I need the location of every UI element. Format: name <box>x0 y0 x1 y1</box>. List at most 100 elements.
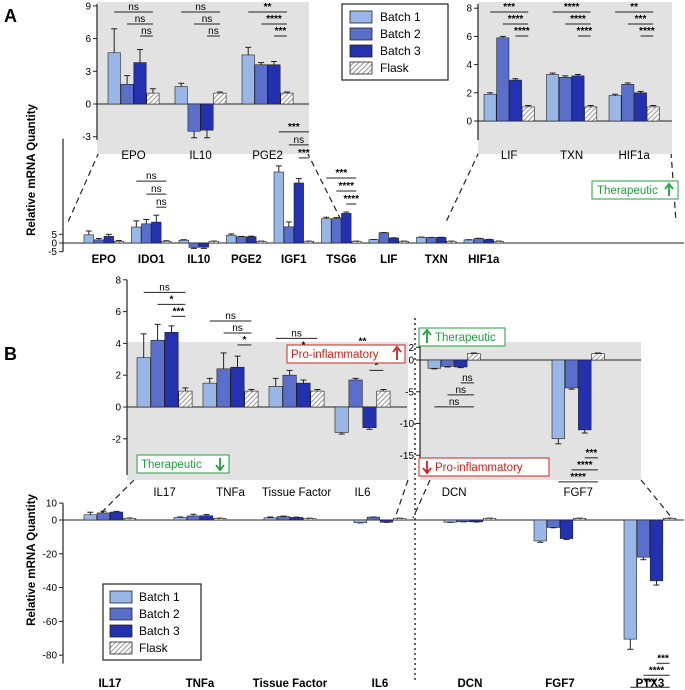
b-inset-right-sig-label-fgf7: *** <box>586 448 598 459</box>
a-inset-right-bar-lif-batch2 <box>496 37 510 122</box>
a-main-sig-label-tsg6: *** <box>335 168 347 179</box>
b-inset-left-bar-tnfa-flask <box>244 390 259 408</box>
b-inset-left-y-tick-label: 8 <box>115 275 121 286</box>
b-inset-right-sig-label-dcn: ns <box>455 385 466 396</box>
b-inset-left-bar-tissue-factor-batch1 <box>268 386 283 408</box>
a-inset-left-bar-epo-flask <box>146 92 160 105</box>
a-main-bar-epo-batch2 <box>93 239 104 244</box>
a-inset-left-bar-epo-batch3 <box>133 62 147 105</box>
a-main-bar-lif-batch3 <box>388 237 399 244</box>
legend-a-label-batch3: Batch 3 <box>380 44 421 58</box>
b-main-category-label-fgf7: FGF7 <box>545 678 574 690</box>
b-inset-left-y-tick-label: -2 <box>112 434 121 445</box>
b-inset-left-bar-il6-batch1 <box>334 406 349 433</box>
a-inset-left-bar-epo-batch1 <box>107 52 121 105</box>
legend-a-swatch-batch3 <box>349 44 373 58</box>
annotation-proinflammatory-b-down: Pro-inflammatory <box>418 457 550 477</box>
legend-b-label-batch2: Batch 2 <box>139 607 180 621</box>
legend-b-swatch-batch3 <box>109 624 133 638</box>
b-inset-left-bar-il6-flask <box>376 390 391 408</box>
legend-a-swatch-flask <box>349 61 373 75</box>
a-inset-left-sig-label-epo: ns <box>128 2 139 13</box>
a-main-category-label-pge2: PGE2 <box>231 254 262 266</box>
a-main-bar-txn-batch1 <box>416 236 427 244</box>
a-inset-right-bar-lif-flask <box>521 106 535 122</box>
b-inset-left-y-tick-label: 0 <box>115 403 121 414</box>
b-main-y-tick-label: 0 <box>51 516 57 527</box>
a-main-bar-pge2-batch3 <box>246 236 257 244</box>
b-inset-left-sig-label-tnfa: ns <box>232 323 243 334</box>
b-inset-right-category-label-fgf7: FGF7 <box>563 487 592 499</box>
annotation-proinflammatory-b-up-text: Pro-inflammatory <box>291 349 379 361</box>
a-inset-left-bar-pge2-batch1 <box>241 54 255 105</box>
arrow-up-icon <box>392 345 402 360</box>
legend-a-label-batch2: Batch 2 <box>380 27 421 41</box>
a-main-y-tick-label: -5 <box>48 247 57 258</box>
legend-a-label-batch1: Batch 1 <box>380 10 421 24</box>
b-inset-right-y-tick-label: -5 <box>405 387 414 398</box>
a-main-bar-ido1-flask <box>161 240 172 244</box>
a-main-sig-label-ido1: ns <box>151 184 162 195</box>
b-inset-right-bar-fgf7-batch2 <box>564 359 579 389</box>
b-main-y-tick-label: -20 <box>43 549 58 560</box>
b-main-bar-il6-batch2 <box>366 516 381 521</box>
b-main-sig-label-ptx3: *** <box>657 653 669 664</box>
a-main-bar-lif-batch1 <box>368 239 379 244</box>
b-main-bar-ptx3-batch2 <box>636 519 650 558</box>
a-inset-left-y-tick-label: 0 <box>85 100 91 111</box>
b-inset-right-y-tick-label: -15 <box>400 451 415 462</box>
b-main-y-tick-label: -40 <box>43 583 58 594</box>
a-main-bar-il10-batch2 <box>188 242 199 248</box>
a-inset-right-bar-txn-flask <box>584 106 598 122</box>
b-inset-left-bar-tissue-factor-flask <box>310 390 325 408</box>
b-inset-left-bar-tnfa-batch3 <box>230 366 245 408</box>
a-main-bar-hif1a-batch1 <box>463 239 474 244</box>
a-inset-left-bar-il10-flask <box>213 92 227 105</box>
a-inset-left-y-tick-label: 3 <box>85 67 91 78</box>
b-inset-right-category-label-dcn: DCN <box>442 487 467 499</box>
a-inset-left-sig-label-pge2: ** <box>264 2 272 13</box>
a-inset-right-bar-txn-batch2 <box>558 76 572 122</box>
b-main-bar-il17-flask <box>123 518 137 521</box>
a-main-sig-label-igf1: *** <box>288 122 300 133</box>
a-main-bar-il10-batch3 <box>198 242 209 248</box>
a-main-y-tick-label: 0 <box>51 239 57 250</box>
a-main-category-label-lif: LIF <box>380 254 397 266</box>
b-main-bar-tnfa-batch2 <box>186 515 201 521</box>
a-inset-right-y-tick-label: 8 <box>466 4 472 15</box>
b-inset-left-y-tick-label: 2 <box>115 371 121 382</box>
a-inset-right-bar-hif1a-batch3 <box>634 92 647 122</box>
a-main-bar-hif1a-batch3 <box>483 239 494 244</box>
b-main-bar-il17-batch2 <box>96 512 110 521</box>
a-main-sig-label-tsg6: **** <box>339 181 355 192</box>
a-inset-left-sig-label-epo: ns <box>141 26 152 37</box>
legend-a-label-flask: Flask <box>380 61 410 75</box>
a-inset-left-y-tick-label: 9 <box>85 1 91 12</box>
a-inset-right-bar-txn-batch1 <box>546 74 559 122</box>
legend-b-swatch-batch2 <box>109 607 133 621</box>
a-main-sig-label-tsg6: **** <box>344 194 360 205</box>
legend-a: Batch 1 Batch 2 Batch 3 Flask <box>341 3 449 81</box>
a-inset-left-bar-pge2-flask <box>280 92 294 105</box>
b-inset-left-bar-il17-batch3 <box>164 331 179 408</box>
b-inset-left-category-label-tnfa: TNFa <box>216 487 245 499</box>
b-inset-left-sig-label-il17: ns <box>159 282 170 293</box>
a-inset-right-bar-lif-batch1 <box>483 93 497 122</box>
a-main-sig-label-igf1: ns <box>294 135 305 146</box>
annotation-therapeutic-a-text: Therapeutic <box>597 185 658 197</box>
b-main-bar-ptx3-batch1 <box>623 519 637 640</box>
arrow-up-icon <box>422 328 432 343</box>
a-main-category-label-igf1: IGF1 <box>281 254 307 266</box>
a-main-category-label-hif1a: HIF1a <box>468 254 500 266</box>
a-main-bar-igf1-batch3 <box>293 182 304 244</box>
a-inset-right-bar-txn-batch3 <box>571 75 585 122</box>
a-main-bar-epo-batch1 <box>83 234 94 244</box>
b-main-category-label-dcn: DCN <box>457 678 482 690</box>
a-inset-right-bar-hif1a-batch2 <box>621 84 635 122</box>
b-inset-right-sig-label-fgf7: **** <box>570 472 586 483</box>
a-inset-left-bar-il10-batch2 <box>187 103 201 132</box>
a-inset-right-y-tick-label: 6 <box>466 32 472 43</box>
a-main-y-tick-label: 5 <box>51 230 57 241</box>
b-main-ylabel: Relative mRNA Quantity <box>26 493 38 625</box>
a-inset-right-sig-label-lif: *** <box>503 2 515 13</box>
